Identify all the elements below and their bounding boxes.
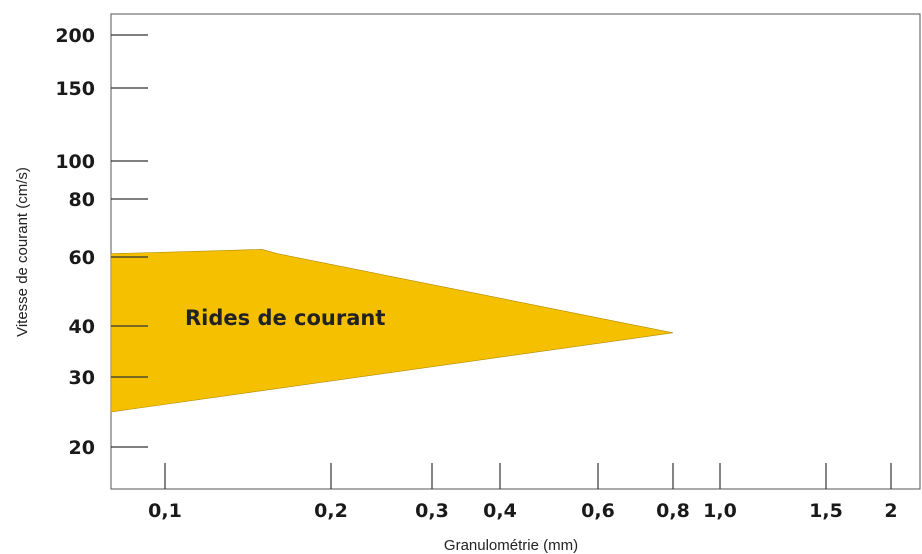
x-tick-label: 0,2 bbox=[314, 500, 348, 522]
x-tick-label: 0,3 bbox=[415, 500, 449, 522]
region-layer bbox=[110, 249, 674, 413]
rides-de-courant-area bbox=[110, 249, 674, 413]
y-tick-label: 100 bbox=[55, 151, 95, 173]
x-tick-label: 0,4 bbox=[483, 500, 517, 522]
y-tick-label: 30 bbox=[69, 367, 95, 389]
x-tick-label: 0,8 bbox=[656, 500, 690, 522]
y-tick-label: 80 bbox=[69, 189, 95, 211]
x-tick-label: 2 bbox=[884, 500, 897, 522]
x-axis: 0,1 0,2 0,3 0,4 0,6 0,8 1,0 1,5 2 bbox=[148, 463, 898, 522]
x-tick-label: 1,0 bbox=[703, 500, 737, 522]
y-axis: 20 30 40 60 80 100 150 200 bbox=[55, 25, 148, 459]
region-label: Rides de courant bbox=[185, 306, 385, 330]
y-tick-label: 20 bbox=[69, 437, 95, 459]
y-tick-label: 60 bbox=[69, 247, 95, 269]
x-tick-label: 0,6 bbox=[581, 500, 615, 522]
x-axis-title: Granulométrie (mm) bbox=[444, 537, 578, 554]
y-axis-title: Vitesse de courant (cm/s) bbox=[14, 167, 31, 337]
y-tick-label: 40 bbox=[69, 316, 95, 338]
y-tick-label: 150 bbox=[55, 78, 95, 100]
plot-frame bbox=[110, 13, 921, 490]
x-tick-label: 1,5 bbox=[809, 500, 843, 522]
x-tick-label: 0,1 bbox=[148, 500, 182, 522]
y-tick-label: 200 bbox=[55, 25, 95, 47]
